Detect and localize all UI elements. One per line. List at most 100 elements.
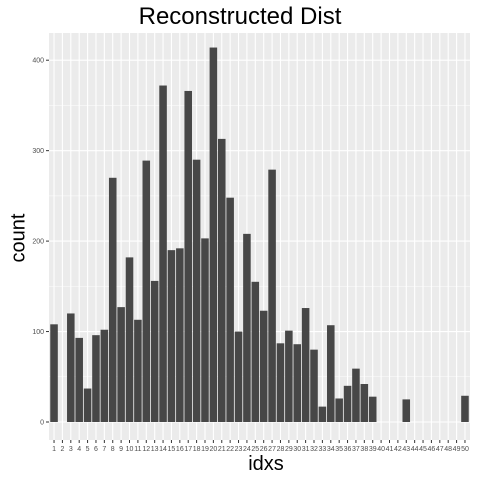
x-tick-label: 27 [268, 446, 276, 453]
x-tick-label: 32 [310, 446, 318, 453]
x-tick-label: 42 [394, 446, 402, 453]
bar-4 [75, 337, 83, 422]
x-tick-label: 49 [453, 446, 461, 453]
x-tick-label: 4 [77, 446, 81, 453]
bar-8 [108, 177, 117, 422]
x-axis-label: idxs [248, 453, 284, 475]
x-tick-label: 46 [428, 446, 436, 453]
bars [50, 47, 469, 423]
bar-24 [243, 233, 251, 422]
bar-28 [276, 343, 285, 422]
bar-29 [285, 330, 293, 422]
bar-13 [150, 280, 159, 422]
bar-26 [259, 310, 268, 422]
bar-31 [301, 308, 310, 422]
bar-9 [117, 307, 125, 422]
y-tick-label: 100 [32, 329, 44, 336]
x-tick-label: 36 [344, 446, 352, 453]
bar-1 [50, 324, 58, 422]
bar-25 [251, 281, 260, 422]
x-tick-label: 35 [335, 446, 343, 453]
bar-14 [159, 85, 167, 422]
x-axis: 1 2 3 4 5 6 7 8 9 10 11 12 13 14 15 16 17 18 19 20 21 22 23 24 2… [52, 440, 469, 453]
y-tick-label: 400 [32, 58, 44, 65]
x-tick-label: 28 [277, 446, 285, 453]
bar-30 [293, 344, 302, 422]
x-tick-label: 8 [111, 446, 115, 453]
bar-11 [134, 319, 142, 422]
bar-33 [318, 406, 327, 422]
bar-22 [226, 197, 234, 422]
bar-10 [125, 257, 134, 422]
x-tick-label: 3 [69, 446, 73, 453]
bar-35 [335, 398, 343, 422]
x-tick-label: 9 [119, 446, 123, 453]
x-tick-label: 10 [126, 446, 134, 453]
x-tick-label: 7 [102, 446, 106, 453]
x-tick-label: 12 [142, 446, 150, 453]
x-tick-label: 15 [168, 446, 176, 453]
bar-39 [368, 396, 377, 422]
x-tick-label: 47 [436, 446, 444, 453]
bar-23 [234, 331, 243, 422]
bar-19 [201, 238, 209, 422]
x-tick-label: 2 [60, 446, 64, 453]
x-tick-label: 50 [461, 446, 469, 453]
x-tick-label: 48 [444, 446, 452, 453]
bar-50 [461, 395, 469, 422]
bar-37 [352, 368, 360, 422]
bar-27 [268, 169, 276, 422]
bar-5 [83, 388, 92, 422]
bar-34 [327, 325, 335, 422]
bar-32 [310, 349, 318, 422]
x-tick-label: 34 [327, 446, 335, 453]
y-tick-label: 0 [40, 420, 44, 427]
y-tick-label: 300 [32, 148, 44, 155]
x-tick-label: 33 [318, 446, 326, 453]
x-tick-label: 23 [235, 446, 243, 453]
x-tick-label: 30 [293, 446, 301, 453]
x-tick-label: 17 [184, 446, 192, 453]
x-tick-label: 41 [386, 446, 394, 453]
x-tick-label: 24 [243, 446, 251, 453]
x-tick-label: 20 [209, 446, 217, 453]
bar-3 [67, 313, 75, 422]
x-tick-label: 26 [260, 446, 268, 453]
bar-7 [100, 329, 109, 422]
bar-36 [343, 385, 352, 422]
x-tick-label: 1 [52, 446, 56, 453]
bar-16 [176, 248, 184, 422]
x-tick-label: 16 [176, 446, 184, 453]
y-axis: 0 100 200 300 400 [32, 58, 49, 427]
x-tick-label: 5 [86, 446, 90, 453]
bar-17 [184, 90, 192, 422]
x-tick-label: 29 [285, 446, 293, 453]
bar-6 [92, 335, 100, 422]
y-tick-label: 200 [32, 239, 44, 246]
bar-12 [142, 160, 151, 423]
x-tick-label: 19 [201, 446, 209, 453]
chart-title: Reconstructed Dist [138, 3, 342, 30]
bar-15 [167, 250, 176, 422]
bar-18 [192, 159, 201, 422]
x-tick-label: 11 [134, 446, 141, 453]
x-tick-label: 31 [302, 446, 310, 453]
bar-38 [360, 384, 369, 422]
bar-43 [402, 399, 411, 422]
x-tick-label: 45 [419, 446, 427, 453]
x-tick-label: 39 [369, 446, 377, 453]
x-tick-label: 6 [94, 446, 98, 453]
bar-21 [217, 138, 226, 423]
x-tick-label: 14 [159, 446, 167, 453]
bar-20 [209, 47, 218, 423]
x-tick-label: 43 [402, 446, 410, 453]
x-tick-label: 18 [193, 446, 201, 453]
x-tick-label: 21 [218, 446, 226, 453]
x-tick-label: 22 [226, 446, 234, 453]
x-tick-label: 25 [251, 446, 259, 453]
x-tick-label: 37 [352, 446, 360, 453]
x-tick-label: 44 [411, 446, 419, 453]
x-tick-label: 13 [151, 446, 159, 453]
x-tick-label: 40 [377, 446, 385, 453]
